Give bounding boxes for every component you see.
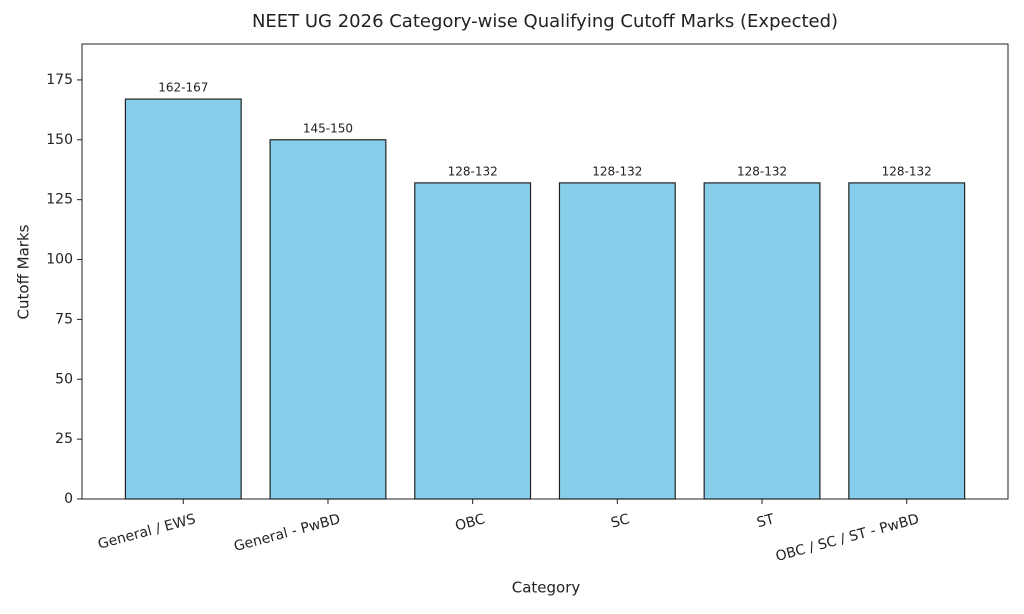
x-tick-label: SC (609, 511, 631, 531)
x-tick-label: OBC (453, 511, 486, 534)
value-label: 128-132 (882, 164, 932, 178)
y-tick-label: 175 (46, 72, 73, 88)
value-label: 162-167 (158, 81, 208, 95)
plot-frame (81, 43, 1009, 500)
value-label: 128-132 (448, 164, 498, 178)
x-axis-label: Category (512, 579, 581, 597)
x-tick-label: OBC / SC / ST - PwBD (774, 511, 921, 565)
value-label: 128-132 (592, 164, 642, 178)
x-tick-label: General / EWS (96, 511, 197, 552)
y-axis-label: Cutoff Marks (15, 224, 33, 319)
bar (703, 182, 821, 500)
bar (124, 98, 242, 500)
y-tick-label: 150 (46, 132, 73, 148)
bar (558, 182, 676, 500)
y-tick-label: 100 (46, 252, 73, 268)
y-tick-label: 50 (55, 371, 73, 387)
y-tick-label: 25 (55, 431, 73, 447)
y-tick-label: 125 (46, 192, 73, 208)
x-tick-label: ST (755, 511, 776, 531)
value-label: 128-132 (737, 164, 787, 178)
bar (414, 182, 532, 500)
y-tick-label: 0 (64, 491, 73, 507)
x-tick-label: General - PwBD (232, 511, 342, 555)
value-label: 145-150 (303, 121, 353, 135)
bar (269, 139, 387, 500)
chart-title: NEET UG 2026 Category-wise Qualifying Cu… (252, 11, 838, 32)
bar (848, 182, 966, 500)
y-tick-label: 75 (55, 311, 73, 327)
